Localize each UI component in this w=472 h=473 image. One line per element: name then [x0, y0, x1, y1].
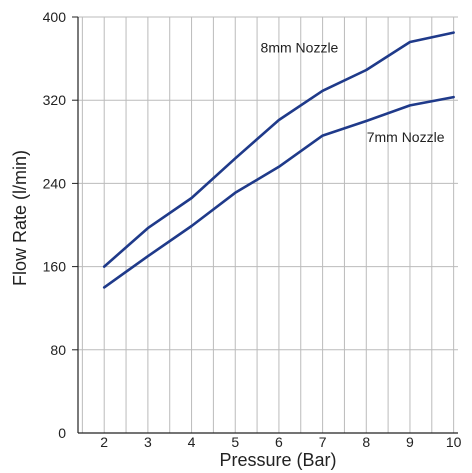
x-tick-label: 9	[406, 434, 414, 450]
y-tick-label: 400	[43, 9, 67, 25]
series-line-8mm	[102, 31, 455, 268]
x-tick-label: 8	[362, 434, 370, 450]
y-tick-label: 80	[50, 342, 66, 358]
y-tick-label: 320	[43, 92, 67, 108]
axes	[72, 16, 458, 434]
series-labels: 8mm Nozzle 7mm Nozzle	[261, 39, 445, 144]
x-tick-label: 10	[446, 434, 462, 450]
tick-labels: 0 80 160 240 320 400 2 3 4 5 6 7 8 9 10	[43, 9, 462, 450]
y-tick-label: 160	[43, 259, 67, 275]
x-axis-label: Pressure (Bar)	[219, 450, 336, 470]
x-tick-label: 7	[319, 434, 327, 450]
x-tick-label: 3	[144, 434, 152, 450]
series-label-7mm: 7mm Nozzle	[367, 129, 445, 145]
series-line-7mm	[102, 95, 455, 289]
x-tick-label: 6	[275, 434, 283, 450]
y-axis-label: Flow Rate (l/min)	[10, 150, 30, 286]
series-lines	[102, 31, 455, 289]
y-tick-label: 0	[58, 425, 66, 441]
y-tick-label: 240	[43, 175, 67, 191]
x-tick-label: 4	[188, 434, 196, 450]
grid	[78, 16, 458, 433]
x-tick-label: 2	[100, 434, 108, 450]
series-label-8mm: 8mm Nozzle	[261, 39, 339, 55]
x-tick-label: 5	[231, 434, 239, 450]
